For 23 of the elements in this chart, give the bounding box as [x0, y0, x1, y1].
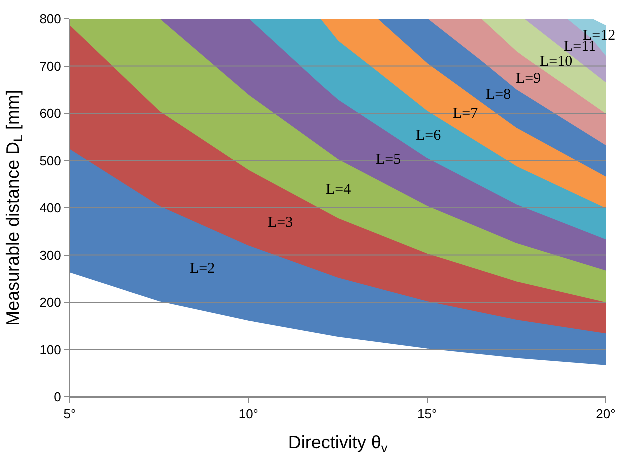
series-label: L=5 [376, 152, 402, 168]
y-tick-label: 400 [40, 200, 62, 216]
series-label: L=10 [540, 54, 573, 70]
x-tick-label: 5° [64, 406, 76, 422]
y-tick-label: 100 [40, 342, 62, 358]
x-tick-label: 20° [596, 406, 616, 422]
series-label: L=6 [416, 128, 442, 144]
x-axis-title: Directivity θ$_{v}$ [288, 432, 388, 456]
y-tick-label: 0 [54, 390, 62, 405]
series-label: L=9 [516, 71, 542, 87]
series-label: L=3 [268, 215, 294, 231]
series-label: L=4 [326, 182, 352, 198]
y-tick-label: 700 [40, 58, 62, 74]
y-tick-label: 600 [40, 106, 62, 122]
y-tick-label: 300 [40, 248, 62, 263]
y-tick-label: 500 [40, 153, 62, 168]
series-label: L=8 [486, 87, 512, 103]
y-tick-label: 200 [40, 295, 62, 310]
x-tick-label: 15° [417, 406, 438, 422]
series-label: L=7 [453, 106, 479, 122]
x-tick-label: 10° [238, 406, 259, 422]
series-label: L=2 [190, 261, 216, 277]
y-tick-label: 800 [40, 12, 62, 27]
